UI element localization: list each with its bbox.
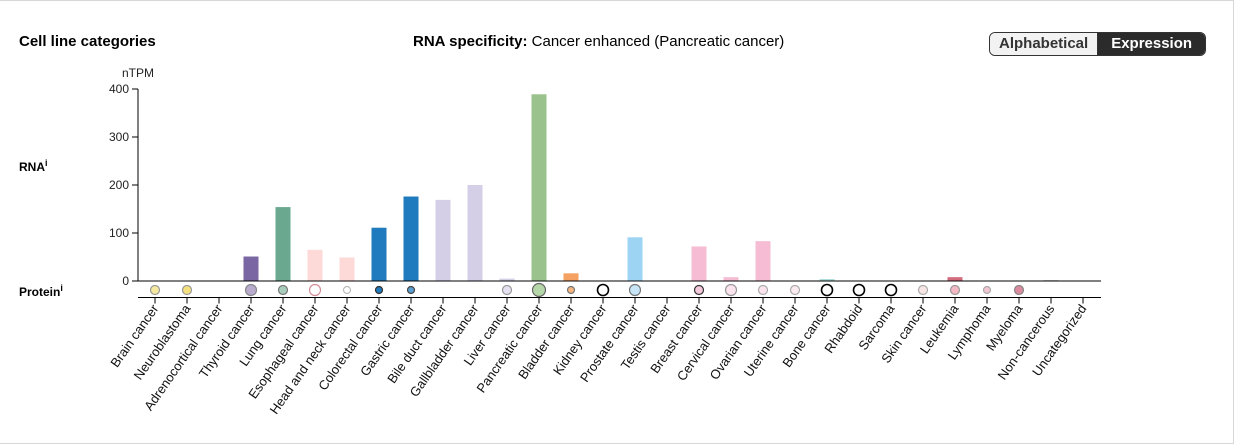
protein-dot	[917, 284, 929, 296]
protein-dot	[501, 284, 513, 296]
bar	[435, 199, 451, 281]
protein-dot	[884, 283, 898, 297]
rna-specificity-value: Cancer enhanced (Pancreatic cancer)	[531, 33, 785, 50]
protein-dot	[566, 285, 576, 295]
protein-dot	[1013, 284, 1025, 296]
protein-dot	[724, 283, 738, 297]
protein-dot	[531, 282, 547, 298]
protein-dot	[820, 283, 834, 297]
y-axis-unit-label: nTPM	[122, 66, 154, 80]
rna-specificity: RNA specificity: Cancer enhanced (Pancre…	[413, 33, 784, 50]
protein-label-text: Protein	[19, 285, 61, 299]
bar	[371, 227, 387, 281]
section-title: Cell line categories	[19, 33, 156, 50]
bar	[403, 196, 419, 281]
protein-dot	[982, 285, 992, 295]
y-tick-label: 200	[109, 178, 129, 192]
protein-dot	[693, 284, 705, 296]
bar	[723, 277, 739, 281]
protein-dot	[949, 284, 961, 296]
protein-dot	[181, 284, 193, 296]
protein-info-icon[interactable]: i	[60, 283, 63, 293]
bar	[755, 241, 771, 281]
protein-dot	[277, 284, 289, 296]
rna-info-icon[interactable]: i	[45, 158, 48, 168]
protein-dot	[149, 284, 161, 296]
y-tick-label: 300	[109, 130, 129, 144]
protein-dot	[757, 284, 769, 296]
bar	[339, 257, 355, 281]
bar	[819, 279, 835, 281]
bar	[243, 256, 259, 281]
protein-dot	[789, 284, 801, 296]
sort-alphabetical-button[interactable]: Alphabetical	[990, 33, 1099, 55]
protein-dot	[342, 285, 352, 295]
protein-dot	[308, 283, 322, 297]
bar	[275, 207, 291, 281]
protein-row-label: Proteini	[19, 283, 63, 299]
protein-dot	[406, 285, 416, 295]
rna-row-label: RNAi	[19, 158, 48, 174]
protein-dot	[628, 283, 642, 297]
rna-label-text: RNA	[19, 160, 45, 174]
y-tick-label: 400	[109, 82, 129, 96]
y-tick-label: 100	[109, 226, 129, 240]
bar	[563, 273, 579, 281]
bar	[627, 237, 643, 281]
protein-dot	[374, 285, 384, 295]
bar	[691, 246, 707, 281]
protein-dot	[244, 283, 258, 297]
bar	[531, 94, 547, 281]
sort-toggle[interactable]: Alphabetical Expression	[989, 32, 1207, 56]
protein-dot	[852, 283, 866, 297]
protein-dot	[596, 283, 610, 297]
bar	[499, 278, 515, 281]
bar	[307, 249, 323, 281]
bar	[467, 185, 483, 281]
rna-specificity-label: RNA specificity:	[413, 33, 528, 50]
bar	[947, 277, 963, 281]
y-tick-label: 0	[122, 274, 129, 288]
sort-expression-button[interactable]: Expression	[1098, 33, 1206, 55]
